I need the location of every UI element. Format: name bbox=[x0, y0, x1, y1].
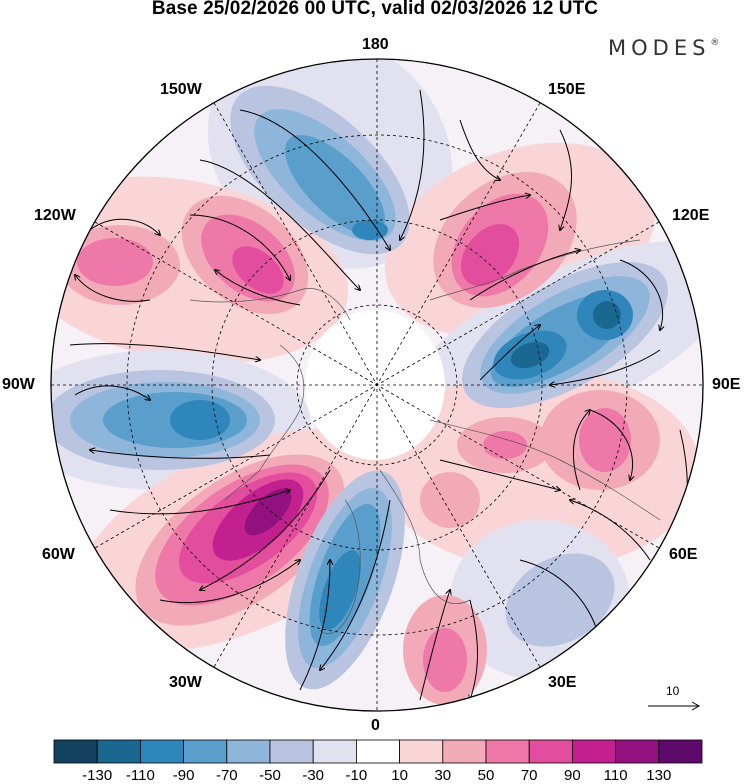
lon-label-120e: 120E bbox=[672, 207, 710, 224]
colorbar-tick-label: -30 bbox=[302, 767, 325, 784]
reference-vector bbox=[648, 701, 701, 711]
colorbar-tick-label: 50 bbox=[477, 767, 495, 784]
lon-label-150e: 150E bbox=[548, 81, 586, 98]
colorbar-swatch bbox=[615, 739, 660, 764]
high-russia-core bbox=[579, 408, 631, 472]
high-caspian bbox=[420, 472, 480, 528]
brand-name: MODES bbox=[608, 36, 711, 60]
high-siberia-core bbox=[460, 224, 520, 286]
colorbar-swatch bbox=[269, 739, 314, 764]
brand-logo: MODES® bbox=[608, 36, 719, 60]
colorbar-swatch bbox=[53, 739, 98, 764]
high-atlantic-peak bbox=[244, 488, 292, 536]
colorbar-tick-label: -50 bbox=[259, 767, 281, 784]
low-pacific-peak bbox=[352, 220, 388, 240]
map-title: Base 25/02/2026 00 UTC, valid 02/03/2026… bbox=[151, 0, 599, 19]
low-asia-peak-east bbox=[593, 301, 621, 329]
colorbar-tick-label: 90 bbox=[564, 767, 581, 784]
anomaly-field bbox=[51, 59, 703, 711]
colorbar bbox=[53, 739, 703, 764]
lon-label-90w: 90W bbox=[2, 376, 35, 393]
colorbar-swatch bbox=[183, 739, 228, 764]
colorbar-tick-label: -110 bbox=[125, 767, 155, 784]
low-asia-peak-west bbox=[510, 341, 550, 369]
colorbar-swatch bbox=[485, 739, 530, 764]
low-natlantic-core bbox=[319, 550, 361, 630]
colorbar-tick-label: -70 bbox=[215, 767, 238, 784]
lon-label-150w: 150W bbox=[160, 81, 202, 98]
high-europe-core bbox=[423, 628, 467, 692]
colorbar-swatch bbox=[139, 739, 184, 764]
colorbar-tick-label: -90 bbox=[172, 767, 195, 784]
high-alaska-core bbox=[77, 238, 153, 286]
lon-label-30w: 30W bbox=[169, 674, 202, 691]
colorbar-swatch bbox=[658, 739, 703, 764]
map-boundary bbox=[50, 58, 704, 712]
colorbar-tick-label: -130 bbox=[82, 767, 113, 784]
lon-label-90e: 90E bbox=[712, 376, 741, 393]
colorbar-swatch bbox=[312, 739, 357, 764]
lon-label-60e: 60E bbox=[669, 546, 698, 563]
low-kazakh bbox=[505, 553, 615, 647]
colorbar-swatch bbox=[226, 739, 271, 764]
lon-label-120w: 120W bbox=[34, 207, 76, 224]
low-america-core bbox=[170, 400, 230, 440]
lon-label-30e: 30E bbox=[548, 674, 577, 691]
colorbar-swatch bbox=[442, 739, 487, 764]
colorbar-tick-label: 30 bbox=[434, 767, 452, 784]
colorbar-tick-label: 130 bbox=[646, 767, 672, 784]
coastlines bbox=[189, 239, 661, 635]
colorbar-swatch bbox=[399, 739, 444, 764]
lon-label-180: 180 bbox=[362, 36, 389, 53]
colorbar-swatch bbox=[96, 739, 141, 764]
colorbar-tick-label: 110 bbox=[603, 767, 628, 784]
colorbar-tick-label: -10 bbox=[345, 767, 368, 784]
lon-label-0: 0 bbox=[371, 717, 380, 734]
colorbar-tick-label: 70 bbox=[520, 767, 538, 784]
colorbar-swatch bbox=[528, 739, 573, 764]
high-mongolia-core bbox=[483, 431, 527, 459]
lon-label-60w: 60W bbox=[42, 546, 75, 563]
colorbar-tick-label: 10 bbox=[391, 767, 408, 784]
colorbar-swatch bbox=[572, 739, 617, 764]
low-pacific-core bbox=[284, 134, 386, 236]
brand-mark: ® bbox=[710, 38, 720, 48]
reference-vector-label: 10 bbox=[666, 684, 680, 698]
colorbar-swatch bbox=[355, 739, 400, 764]
